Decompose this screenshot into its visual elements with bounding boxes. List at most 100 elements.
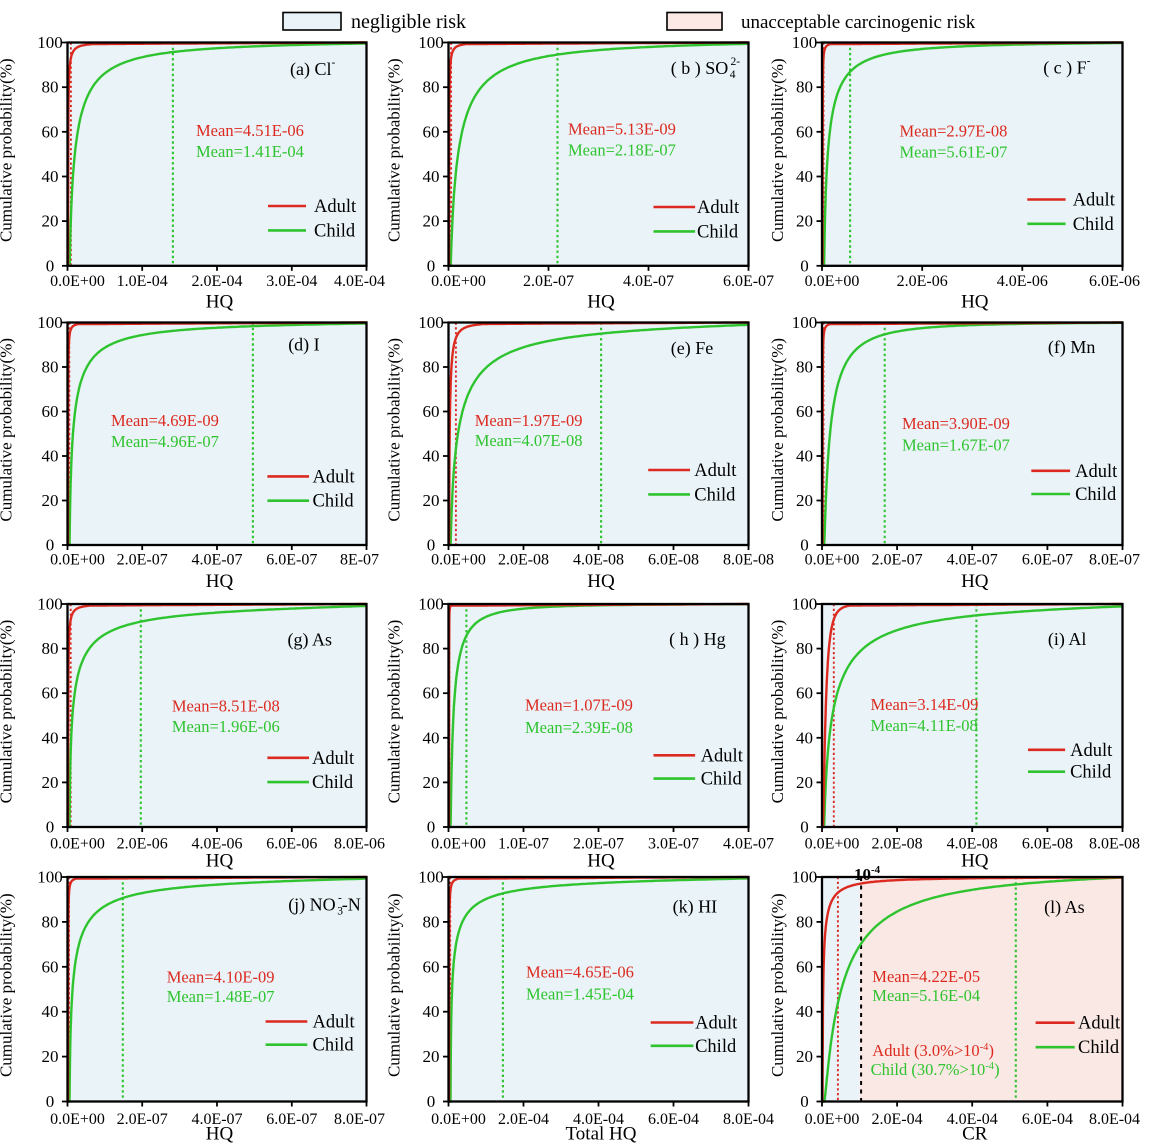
svg-text:20: 20 <box>423 212 440 231</box>
svg-text:40: 40 <box>423 447 440 466</box>
svg-text:0: 0 <box>800 818 809 837</box>
svg-text:40: 40 <box>42 447 59 466</box>
svg-text:4.0E-08: 4.0E-08 <box>947 836 998 853</box>
svg-text:Child: Child <box>314 221 356 241</box>
svg-text:2.0E-06: 2.0E-06 <box>897 273 948 290</box>
svg-text:2.0E-04: 2.0E-04 <box>191 273 242 290</box>
svg-text:Mean=5.61E-07: Mean=5.61E-07 <box>900 142 1008 161</box>
svg-text:Adult: Adult <box>312 749 355 769</box>
svg-text:20: 20 <box>42 212 59 231</box>
svg-text:Mean=1.67E-07: Mean=1.67E-07 <box>902 436 1010 455</box>
svg-text:Cumulative probability(%): Cumulative probability(%) <box>0 338 16 522</box>
svg-text:4.0E-08: 4.0E-08 <box>573 552 624 569</box>
svg-text:8.0E-06: 8.0E-06 <box>334 836 385 853</box>
svg-text:80: 80 <box>42 639 59 658</box>
svg-text:0.0E+00: 0.0E+00 <box>431 273 486 290</box>
svg-text:100: 100 <box>37 33 63 52</box>
svg-text:HQ: HQ <box>206 851 234 872</box>
svg-text:Adult: Adult <box>1078 1014 1121 1034</box>
svg-text:Mean=4.51E-06: Mean=4.51E-06 <box>196 121 304 140</box>
svg-text:100: 100 <box>418 33 444 52</box>
svg-text:2.0E-08: 2.0E-08 <box>498 552 549 569</box>
svg-text:0: 0 <box>46 536 55 555</box>
svg-text:60: 60 <box>796 402 813 421</box>
svg-text:8.0E-07: 8.0E-07 <box>1089 552 1140 569</box>
svg-text:Cumulative probability(%): Cumulative probability(%) <box>768 893 787 1077</box>
svg-text:Child: Child <box>1078 1038 1120 1058</box>
svg-text:60: 60 <box>796 684 813 703</box>
svg-text:80: 80 <box>423 78 440 97</box>
svg-text:HQ: HQ <box>587 571 615 592</box>
svg-text:2.0E-08: 2.0E-08 <box>872 836 923 853</box>
svg-text:6.0E-08: 6.0E-08 <box>1022 836 1073 853</box>
svg-text:2.0E-07: 2.0E-07 <box>872 552 923 569</box>
svg-text:HQ: HQ <box>587 851 615 872</box>
svg-text:0.0E+00: 0.0E+00 <box>431 552 486 569</box>
svg-text:80: 80 <box>423 358 440 377</box>
svg-text:Adult: Adult <box>313 467 356 487</box>
svg-text:20: 20 <box>42 773 59 792</box>
svg-text:(i) Al: (i) Al <box>1048 629 1087 650</box>
svg-text:60: 60 <box>423 122 440 141</box>
svg-text:8.0E-08: 8.0E-08 <box>1089 836 1140 853</box>
svg-text:(e) Fe: (e) Fe <box>671 338 713 359</box>
svg-text:Child: Child <box>1070 763 1112 783</box>
svg-text:HQ: HQ <box>206 1124 234 1143</box>
svg-text:Mean=1.96E-06: Mean=1.96E-06 <box>172 717 280 736</box>
svg-text:Mean=2.18E-07: Mean=2.18E-07 <box>568 140 676 159</box>
svg-text:0.0E+00: 0.0E+00 <box>431 1111 486 1128</box>
svg-text:60: 60 <box>796 957 813 976</box>
svg-text:Child (30.7%>10-4): Child (30.7%>10-4) <box>871 1060 1000 1079</box>
svg-text:0: 0 <box>46 256 55 275</box>
svg-text:60: 60 <box>423 402 440 421</box>
svg-text:Child: Child <box>1073 215 1115 235</box>
svg-text:Mean=1.48E-07: Mean=1.48E-07 <box>167 987 275 1006</box>
svg-text:80: 80 <box>796 358 813 377</box>
svg-text:4.0E-04: 4.0E-04 <box>573 1111 624 1128</box>
svg-text:100: 100 <box>37 868 63 887</box>
svg-text:4.0E-07: 4.0E-07 <box>191 1111 242 1128</box>
svg-text:20: 20 <box>796 1047 813 1066</box>
svg-text:3.0E-07: 3.0E-07 <box>648 836 699 853</box>
svg-text:8.0E-07: 8.0E-07 <box>334 1111 385 1128</box>
svg-text:HQ: HQ <box>961 571 989 592</box>
svg-text:0.0E+00: 0.0E+00 <box>50 273 105 290</box>
svg-text:20: 20 <box>796 491 813 510</box>
svg-text:Mean=4.69E-09: Mean=4.69E-09 <box>111 411 219 430</box>
svg-text:6.0E-07: 6.0E-07 <box>723 273 774 290</box>
svg-text:Child: Child <box>312 773 354 793</box>
svg-text:0.0E+00: 0.0E+00 <box>431 836 486 853</box>
svg-text:Mean=2.97E-08: Mean=2.97E-08 <box>900 121 1008 140</box>
svg-text:40: 40 <box>423 167 440 186</box>
svg-text:1.0E-04: 1.0E-04 <box>117 273 168 290</box>
svg-text:60: 60 <box>42 122 59 141</box>
svg-text:0: 0 <box>427 818 436 837</box>
svg-text:80: 80 <box>423 639 440 658</box>
svg-text:20: 20 <box>796 773 813 792</box>
svg-text:Child: Child <box>695 1037 737 1057</box>
svg-text:Adult: Adult <box>1070 741 1113 761</box>
svg-text:Mean=4.11E-08: Mean=4.11E-08 <box>871 716 978 735</box>
svg-text:Mean=5.16E-04: Mean=5.16E-04 <box>872 986 980 1005</box>
svg-text:80: 80 <box>796 639 813 658</box>
svg-text:6.0E-07: 6.0E-07 <box>266 1111 317 1128</box>
svg-text:4.0E-07: 4.0E-07 <box>623 273 674 290</box>
svg-text:Adult: Adult <box>701 746 744 766</box>
svg-text:40: 40 <box>42 1002 59 1021</box>
svg-text:0.0E+00: 0.0E+00 <box>50 552 105 569</box>
svg-text:80: 80 <box>423 912 440 931</box>
svg-text:6.0E-06: 6.0E-06 <box>266 836 317 853</box>
svg-text:Child: Child <box>313 1036 355 1056</box>
svg-text:HQ: HQ <box>206 571 234 592</box>
svg-text:0.0E+00: 0.0E+00 <box>50 1111 105 1128</box>
svg-text:40: 40 <box>423 1002 440 1021</box>
svg-text:40: 40 <box>423 728 440 747</box>
svg-text:Cumulative probability(%): Cumulative probability(%) <box>0 893 16 1077</box>
svg-text:negligible risk: negligible risk <box>351 11 466 33</box>
svg-text:Adult: Adult <box>1075 462 1118 482</box>
svg-text:Adult: Adult <box>697 198 740 218</box>
svg-text:60: 60 <box>42 684 59 703</box>
svg-text:Mean=4.07E-08: Mean=4.07E-08 <box>475 431 583 450</box>
svg-text:100: 100 <box>418 595 444 614</box>
